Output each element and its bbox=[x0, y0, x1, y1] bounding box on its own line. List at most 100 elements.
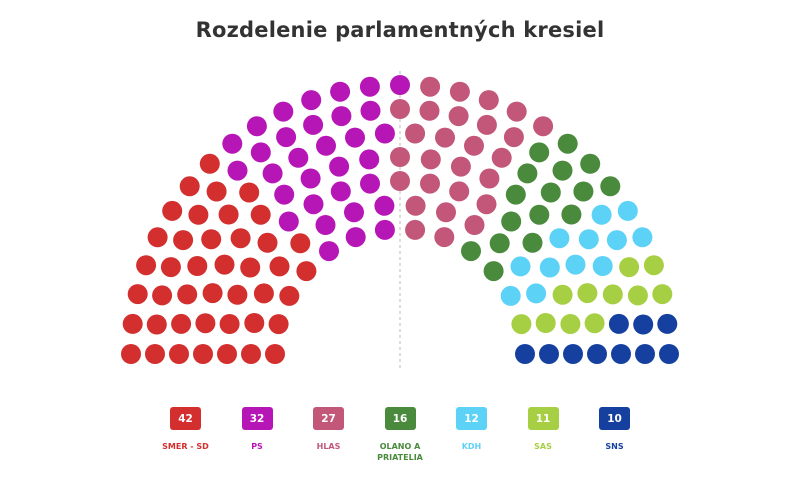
seat-olano-a-priatelia bbox=[505, 184, 526, 205]
chart-title: Rozdelenie parlamentných kresiel bbox=[195, 18, 605, 42]
seat-count-badge: 27 bbox=[313, 407, 344, 430]
seat-hlas bbox=[390, 171, 410, 191]
seat-ps bbox=[274, 184, 295, 205]
seat-ps bbox=[374, 195, 395, 216]
seat-smer-sd bbox=[179, 176, 200, 197]
seat-sas bbox=[584, 313, 605, 334]
seat-kdh bbox=[632, 227, 653, 248]
seat-smer-sd bbox=[188, 204, 209, 225]
seat-olano-a-priatelia bbox=[461, 241, 481, 262]
seat-ps bbox=[360, 173, 380, 194]
seat-sns bbox=[563, 344, 583, 364]
seat-smer-sd bbox=[202, 283, 223, 304]
seat-kdh bbox=[549, 228, 570, 249]
seat-kdh bbox=[526, 283, 547, 304]
seat-kdh bbox=[539, 257, 560, 278]
seat-hlas bbox=[476, 194, 497, 215]
seat-ps bbox=[288, 147, 309, 168]
seat-hlas bbox=[390, 147, 410, 167]
seat-sns bbox=[635, 344, 655, 364]
seat-smer-sd bbox=[290, 233, 311, 254]
seat-ps bbox=[359, 149, 380, 170]
seat-ps bbox=[278, 211, 299, 232]
seat-ps bbox=[360, 100, 381, 121]
legend-item: 32 PS bbox=[222, 407, 293, 463]
seat-hlas bbox=[450, 156, 471, 177]
seat-smer-sd bbox=[160, 257, 181, 278]
seat-smer-sd bbox=[240, 257, 261, 278]
seat-smer-sd bbox=[187, 256, 208, 276]
seat-hlas bbox=[449, 81, 470, 102]
seat-smer-sd bbox=[206, 181, 227, 202]
seat-hlas bbox=[533, 116, 554, 137]
seat-olano-a-priatelia bbox=[580, 153, 601, 174]
legend-item: 42 SMER - SD bbox=[150, 407, 221, 463]
seat-count-badge: 42 bbox=[170, 407, 201, 430]
seat-ps bbox=[273, 101, 294, 122]
seat-smer-sd bbox=[219, 314, 240, 334]
seat-hlas bbox=[420, 149, 441, 170]
seat-sas bbox=[560, 314, 581, 334]
seat-olano-a-priatelia bbox=[540, 182, 561, 203]
seat-kdh bbox=[606, 230, 627, 251]
seat-ps bbox=[330, 81, 351, 102]
seat-smer-sd bbox=[199, 153, 220, 174]
seat-hlas bbox=[506, 101, 527, 122]
seat-ps bbox=[330, 181, 351, 202]
seat-ps bbox=[344, 202, 364, 223]
seat-smer-sd bbox=[152, 285, 173, 306]
seat-sns bbox=[608, 313, 629, 334]
seat-kdh bbox=[591, 204, 612, 225]
seat-olano-a-priatelia bbox=[529, 142, 550, 163]
parliament-chart bbox=[121, 71, 679, 368]
seat-count-badge: 16 bbox=[384, 407, 416, 430]
seat-ps bbox=[316, 135, 336, 156]
party-name-label: OLANO A PRIATELIA bbox=[377, 442, 423, 462]
party-name-label: SAS bbox=[534, 442, 552, 451]
seat-ps bbox=[331, 106, 352, 127]
seat-ps bbox=[303, 114, 324, 135]
seat-sns bbox=[633, 314, 654, 335]
seat-smer-sd bbox=[193, 344, 213, 364]
seat-smer-sd bbox=[162, 200, 183, 221]
seat-olano-a-priatelia bbox=[522, 232, 543, 253]
seat-ps bbox=[374, 219, 395, 240]
seat-smer-sd bbox=[279, 285, 300, 306]
seat-smer-sd bbox=[217, 344, 237, 364]
seat-olano-a-priatelia bbox=[561, 204, 582, 225]
seat-hlas bbox=[390, 99, 410, 119]
seat-ps bbox=[246, 116, 267, 137]
seat-hlas bbox=[464, 215, 485, 235]
seat-smer-sd bbox=[250, 204, 271, 225]
legend-item: 12 KDH bbox=[436, 407, 507, 463]
seat-hlas bbox=[420, 76, 441, 97]
seat-smer-sd bbox=[253, 283, 274, 304]
seat-sns bbox=[659, 344, 679, 364]
seat-kdh bbox=[510, 256, 531, 277]
seat-hlas bbox=[464, 135, 484, 156]
seat-smer-sd bbox=[147, 227, 168, 248]
seat-kdh bbox=[592, 256, 613, 276]
legend-item: 16 OLANO A PRIATELIA bbox=[365, 407, 436, 463]
seat-ps bbox=[262, 163, 283, 184]
seat-smer-sd bbox=[230, 228, 251, 249]
seat-olano-a-priatelia bbox=[557, 133, 578, 154]
seat-sas bbox=[602, 284, 623, 305]
seat-ps bbox=[222, 133, 243, 154]
seat-smer-sd bbox=[214, 254, 235, 275]
seat-ps bbox=[276, 127, 297, 148]
seat-sas bbox=[652, 284, 673, 305]
seat-hlas bbox=[448, 106, 469, 127]
party-name-label: HLAS bbox=[316, 442, 341, 451]
seat-smer-sd bbox=[265, 344, 285, 364]
seat-smer-sd bbox=[244, 313, 265, 333]
seat-hlas bbox=[405, 195, 426, 216]
seat-kdh bbox=[565, 254, 586, 275]
seat-sns bbox=[515, 344, 535, 364]
seat-olano-a-priatelia bbox=[600, 176, 621, 197]
seat-smer-sd bbox=[239, 182, 260, 203]
seat-smer-sd bbox=[201, 229, 222, 250]
seat-ps bbox=[345, 127, 365, 148]
legend-item: 27 HLAS bbox=[293, 407, 364, 463]
seat-sns bbox=[611, 344, 631, 364]
